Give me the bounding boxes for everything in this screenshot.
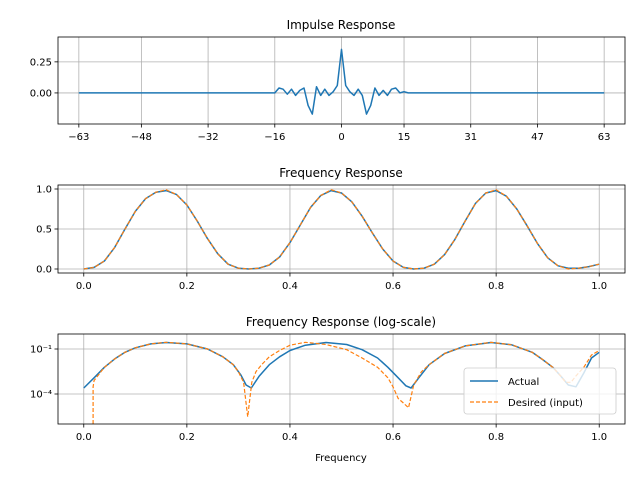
impulse-x-tick-label: −48 [131,132,152,143]
impulse-series-line-actual [78,48,605,115]
frequency-series-line-actual [83,189,600,270]
log-frequency-x-tick-label: 0.4 [282,432,298,443]
frequency-x-tick-label: 0.8 [488,281,504,292]
log-frequency-x-tick-label: 0.8 [488,432,504,443]
frequency-x-tick-label: 0.6 [385,281,401,292]
legend-label-actual: Actual [508,377,539,388]
log-frequency-x-tick-label: 0.6 [385,432,401,443]
impulse-x-tick-label: 47 [531,132,544,143]
frequency-response-panel: Frequency Response 0.0 0.2 0.4 0.6 0.8 1.00.0… [36,166,626,293]
frequency-x-tick-label: 0.0 [76,281,92,292]
impulse-x-tick-label: 31 [464,132,477,143]
frequency-grid [58,185,625,273]
frequency-ticks: 0.0 0.2 0.4 0.6 0.8 1.0 0.0 0.5 1.0 [36,185,607,293]
legend-box [463,367,617,415]
impulse-response-title: Impulse Response [287,18,396,32]
frequency-y-tick-label: 1.0 [36,185,52,196]
log-frequency-series-line-desired [92,341,600,424]
frequency-x-tick-label: 0.2 [179,281,195,292]
log-frequency-x-axis-label: Frequency [315,453,367,464]
log-frequency-response-panel: Frequency Response (log-scale) 0.0 0.2 0.4… [30,315,626,464]
log-frequency-x-tick-label: 0.2 [179,432,195,443]
log-frequency-y-tick-label: 10⁻¹ [30,345,52,356]
impulse-y-tick-label: 0.25 [30,57,52,68]
impulse-x-tick-label: −32 [198,132,219,143]
log-frequency-response-title: Frequency Response (log-scale) [246,315,436,329]
impulse-response-panel: Impulse Response −63 −48 −32 −16 0 15 31 47 63 0.… [30,18,626,143]
impulse-x-tick-label: 0 [338,132,344,143]
frequency-y-tick-label: 0.0 [36,265,52,276]
legend-label-desired: Desired (input) [508,398,583,409]
log-frequency-x-tick-label: 0.0 [76,432,92,443]
impulse-x-tick-label: −16 [264,132,285,143]
impulse-x-tick-label: −63 [68,132,89,143]
impulse-ticks: −63 −48 −32 −16 0 15 31 47 63 0.25 0.00 [30,57,611,143]
frequency-series [83,189,600,270]
frequency-y-tick-label: 0.5 [36,225,52,236]
log-frequency-axes-frame [57,333,626,425]
frequency-x-tick-label: 0.4 [282,281,298,292]
impulse-series [78,48,605,115]
impulse-y-tick-label: 0.00 [30,88,52,99]
impulse-x-tick-label: 63 [598,132,611,143]
log-frequency-x-tick-label: 1.0 [591,432,607,443]
log-frequency-ticks: 0.0 0.2 0.4 0.6 0.8 1.0 10⁻¹ 10⁻⁴ [30,345,607,444]
legend: Actual Desired (input) [463,367,617,415]
impulse-x-tick-label: 15 [398,132,411,143]
frequency-x-tick-label: 1.0 [591,281,607,292]
log-frequency-series [83,341,600,424]
frequency-response-title: Frequency Response [279,166,402,180]
log-frequency-y-tick-label: 10⁻⁴ [30,390,52,401]
